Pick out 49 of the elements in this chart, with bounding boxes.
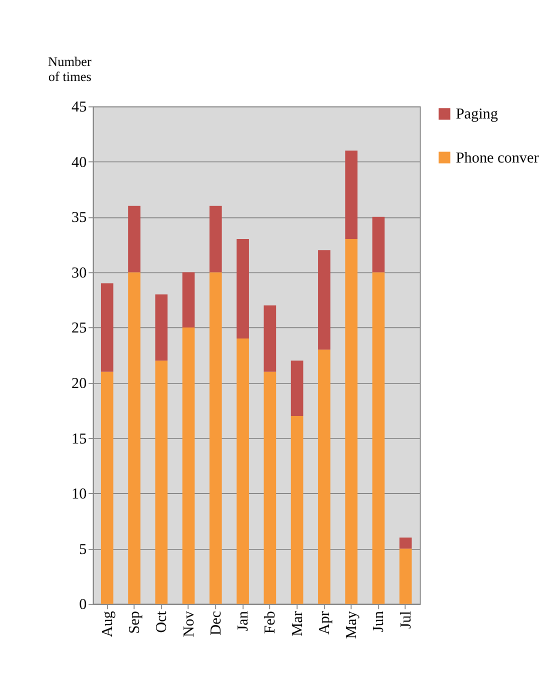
bar (236, 239, 249, 339)
bar (264, 372, 276, 604)
y-tick-label: 25 (72, 320, 87, 337)
bar (100, 372, 114, 604)
bar (100, 283, 114, 372)
bar (290, 416, 304, 604)
bar (128, 206, 140, 272)
bar (210, 272, 222, 604)
bar (128, 272, 140, 604)
x-tick-label: Jun (370, 610, 388, 632)
x-tick-label: Oct (153, 610, 170, 633)
legend-label: Phone conver (456, 149, 539, 166)
bar (345, 150, 358, 240)
bar (290, 360, 304, 416)
bar (155, 360, 168, 604)
y-tick-label: 30 (72, 264, 87, 282)
x-tick-label: Mar (288, 611, 306, 636)
y-axis-title: Number of times (48, 54, 92, 84)
bar (345, 239, 358, 604)
bar (182, 272, 195, 328)
bar (372, 272, 385, 604)
y-tick-label: 40 (72, 154, 87, 171)
x-tick-label: Aug (98, 610, 116, 638)
x-tick-label: Jan (234, 610, 252, 632)
bar (210, 206, 222, 272)
x-tick-label: Sep (126, 611, 143, 634)
x-tick-label: May (343, 610, 360, 639)
bar (399, 548, 412, 604)
y-tick-label: 10 (72, 486, 87, 503)
y-tick-label: 45 (72, 98, 87, 116)
y-tick-label: 15 (72, 430, 87, 448)
bar (155, 294, 168, 361)
bar (399, 538, 412, 549)
legend-label: Paging (456, 106, 498, 123)
y-tick-label: 20 (72, 374, 87, 392)
bar (182, 328, 195, 604)
bar (264, 305, 276, 372)
x-tick-label: Apr (316, 611, 333, 635)
x-tick-label: Nov (180, 610, 198, 638)
x-tick-label: Dec (207, 610, 224, 636)
x-tick-label: Jul (397, 611, 414, 629)
bar (372, 216, 385, 272)
y-tick-label: 0 (79, 596, 87, 614)
x-tick-label: Feb (262, 611, 279, 634)
bar (318, 250, 330, 350)
bar (236, 338, 249, 604)
y-tick-label: 35 (72, 209, 87, 226)
y-tick-label: 5 (79, 540, 87, 558)
bar (318, 350, 330, 604)
